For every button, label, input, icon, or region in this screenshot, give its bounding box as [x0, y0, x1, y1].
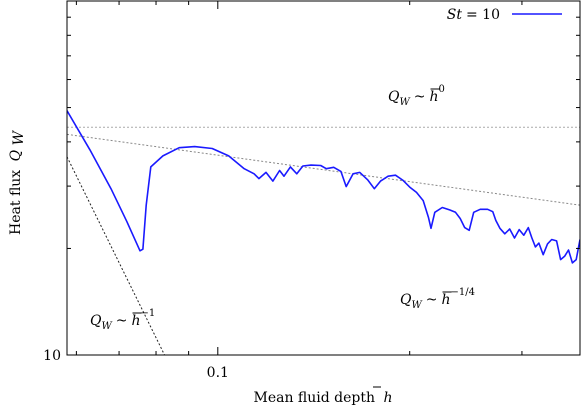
x-axis-symbol: h [383, 390, 392, 406]
reference-lines [67, 126, 580, 355]
reference-line-h-1 [67, 156, 165, 355]
y-axis-subscript: W [11, 129, 27, 145]
series-line-0 [67, 110, 580, 264]
annotation-sub: W [411, 300, 422, 311]
x-tick-label: 0.1 [207, 365, 229, 381]
x-axis-title-text: Mean fluid depth [253, 390, 375, 406]
annotation-sub: W [101, 321, 112, 332]
y-axis-symbol: Q [8, 149, 24, 161]
y-axis-title: Heat flux Q W [8, 129, 27, 235]
annotation-h-quarter: QW ~ h−1/4 [400, 287, 475, 311]
annotation-q: Q [400, 292, 412, 308]
annotation-tilde: ~ [426, 292, 438, 308]
y-tick-label: 10 [43, 348, 61, 364]
annotation-h: h [442, 292, 451, 308]
annotation-h-1: QW ~ h−1 [90, 308, 155, 332]
x-axis-title: Mean fluid depth h [253, 386, 393, 406]
annotation-q: Q [90, 313, 102, 329]
series-group [67, 110, 580, 264]
legend-label: St = 10 [447, 7, 500, 23]
svg-text:QW~h−1/4: QW ~ h−1/4 [400, 287, 475, 311]
annotation-sub: W [399, 97, 410, 108]
annotation-exponent: −1 [141, 308, 156, 319]
annotation-tilde: ~ [414, 89, 426, 105]
tick-group: 0.1 10 [43, 0, 580, 381]
annotation-q: Q [388, 89, 400, 105]
svg-text:QW~h0: QW ~ h0 [388, 84, 445, 108]
svg-text:QW~h−1: QW ~ h−1 [90, 308, 155, 332]
annotation-h: h [430, 89, 439, 105]
y-axis-title-text: Heat flux [8, 170, 24, 235]
annotation-h: h [132, 313, 141, 329]
annotation-exponent: 0 [439, 84, 445, 95]
svg-text:Heat flux Q W: Heat flux Q W [8, 129, 27, 235]
annotation-h0: QW ~ h0 [388, 84, 445, 108]
annotation-tilde: ~ [116, 313, 128, 329]
plot-frame [66, 0, 581, 356]
reference-line-h-quarter [67, 133, 580, 206]
legend: St = 10 [447, 7, 562, 23]
svg-text:Mean fluid depth h: Mean fluid depth h [253, 390, 392, 406]
annotation-exponent: −1/4 [451, 287, 475, 298]
